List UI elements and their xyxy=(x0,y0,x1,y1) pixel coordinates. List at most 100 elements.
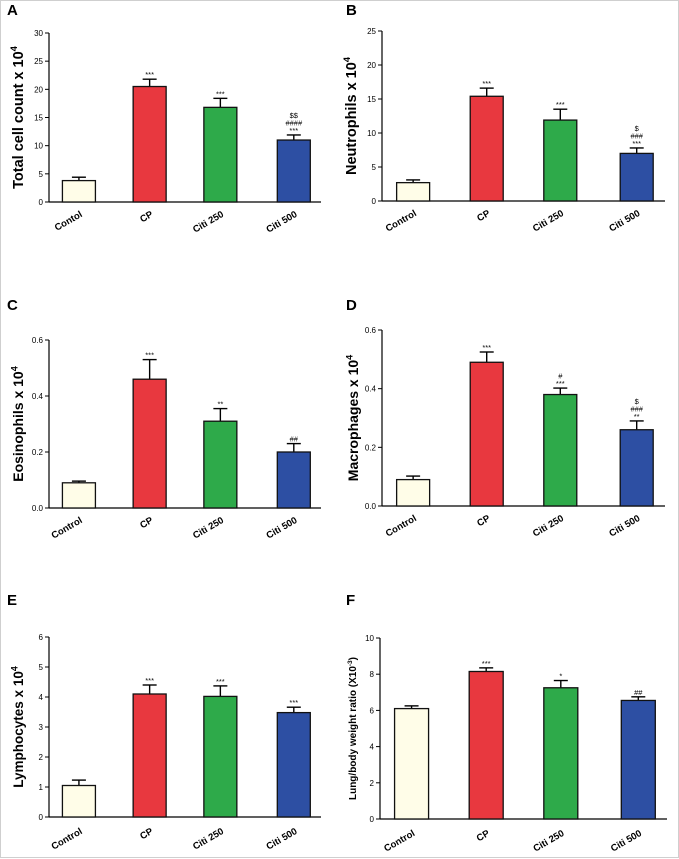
y-tick-label: 4 xyxy=(370,743,375,752)
category-label: Citi 250 xyxy=(532,828,567,854)
bar xyxy=(203,695,238,818)
bar xyxy=(543,687,579,820)
category-label: Control xyxy=(50,826,85,852)
category-label: Control xyxy=(382,828,417,854)
y-tick-label: 5 xyxy=(39,170,44,179)
bar-group: ## xyxy=(276,435,311,509)
y-tick-label: 5 xyxy=(372,163,377,172)
bar-group: *** xyxy=(132,676,167,818)
bar-group xyxy=(395,179,431,202)
category-label: CP xyxy=(475,513,493,529)
category-label: CP xyxy=(138,515,156,531)
significance-label: ** xyxy=(634,412,640,421)
bar xyxy=(395,181,431,202)
significance-label: ### xyxy=(630,404,643,413)
y-tick-label: 15 xyxy=(367,95,376,104)
bar xyxy=(61,482,97,509)
category-label: CP xyxy=(475,828,493,844)
y-tick-label: 0.6 xyxy=(32,336,44,345)
y-tick-label: 0.0 xyxy=(32,504,44,513)
category-label: Citi 500 xyxy=(265,826,300,852)
panel-c: C 0.0 0.2 0.4 0.6 Eosinophils x 104 Control ***… xyxy=(1,296,340,571)
panel-letter: D xyxy=(346,297,357,314)
y-tick-label: 10 xyxy=(367,129,376,138)
significance-label: *** xyxy=(482,343,491,352)
bar xyxy=(276,711,311,818)
bar-group: *** xyxy=(132,70,167,203)
category-label: Citi 250 xyxy=(191,515,226,541)
bar xyxy=(543,119,578,202)
bar xyxy=(469,361,504,507)
significance-label: *** xyxy=(145,70,154,79)
significance-label: *** xyxy=(145,676,154,685)
significance-label: *** xyxy=(289,698,298,707)
y-tick-label: 0 xyxy=(370,815,375,824)
chart-e: E 0 1 2 3 4 5 6 Lymphocytes x 104 Control *** CP ***… xyxy=(7,592,321,852)
y-tick-label: 10 xyxy=(34,142,43,151)
bar xyxy=(276,451,311,509)
category-label: Citi 500 xyxy=(265,209,300,235)
panel-letter: C xyxy=(7,297,18,314)
bar-group xyxy=(61,779,97,818)
bar-group: ***# xyxy=(543,372,578,507)
y-tick-label: 0.4 xyxy=(32,392,44,401)
significance-label: *** xyxy=(289,126,298,135)
y-tick-label: 10 xyxy=(365,634,374,643)
y-axis-label: Eosinophils x 104 xyxy=(9,365,26,481)
panel-letter: B xyxy=(346,2,357,19)
bar xyxy=(543,393,578,507)
bar-group: * xyxy=(543,672,579,820)
y-tick-label: 6 xyxy=(370,706,375,715)
bar xyxy=(619,429,654,507)
bar xyxy=(203,106,238,203)
significance-label: # xyxy=(558,372,563,381)
significance-label: *** xyxy=(482,79,491,88)
panel-letter: E xyxy=(7,592,17,609)
bar xyxy=(132,378,167,509)
bar-group: *** xyxy=(543,100,578,202)
significance-label: #### xyxy=(285,118,303,127)
y-tick-label: 8 xyxy=(370,670,375,679)
significance-label: $ xyxy=(635,397,640,406)
y-tick-label: 4 xyxy=(39,693,44,702)
bar xyxy=(469,95,504,202)
chart-f: F 0 2 4 6 8 10 Lung/body weight ratio (X10-3) Co… xyxy=(346,592,667,854)
y-tick-label: 6 xyxy=(39,633,44,642)
bar-group: ## xyxy=(620,688,656,820)
category-label: CP xyxy=(475,208,493,224)
significance-label: $ xyxy=(635,124,640,133)
panel-a: A 0 5 10 15 20 25 30 Total cell count x 104 Conto… xyxy=(1,1,340,276)
bar-group: *** xyxy=(276,698,311,818)
panel-d: D 0.0 0.2 0.4 0.6 Macrophages x 104 Control ***… xyxy=(340,296,679,571)
category-label: Citi 250 xyxy=(191,209,226,235)
bar-group: ***####$$ xyxy=(276,111,311,203)
category-label: Citi 500 xyxy=(265,515,300,541)
significance-label: *** xyxy=(482,659,491,668)
y-tick-label: 1 xyxy=(39,783,44,792)
y-tick-label: 0.2 xyxy=(32,448,44,457)
category-label: Control xyxy=(384,513,419,539)
category-label: Control xyxy=(384,208,419,234)
y-tick-label: 2 xyxy=(39,753,44,762)
y-tick-label: 25 xyxy=(367,27,376,36)
bar-group: *** xyxy=(203,89,238,203)
bar-group: *** xyxy=(468,659,504,820)
category-label: CP xyxy=(138,209,156,225)
y-tick-label: 0 xyxy=(39,813,44,822)
panel-letter: A xyxy=(7,2,18,19)
category-label: Contol xyxy=(53,209,85,234)
y-axis-label: Lymphocytes x 104 xyxy=(10,666,26,788)
bar-group: *** xyxy=(132,351,167,509)
bar xyxy=(203,420,238,509)
category-label: Citi 500 xyxy=(607,208,642,234)
significance-label: *** xyxy=(216,677,225,686)
bar-group: **###$ xyxy=(619,397,654,507)
bar-group: ** xyxy=(203,400,238,509)
significance-label: * xyxy=(559,672,562,681)
y-tick-label: 2 xyxy=(370,779,375,788)
y-axis-label: Macrophages x 104 xyxy=(344,354,361,481)
y-tick-label: 0.0 xyxy=(365,502,377,511)
category-label: Citi 250 xyxy=(191,826,226,852)
